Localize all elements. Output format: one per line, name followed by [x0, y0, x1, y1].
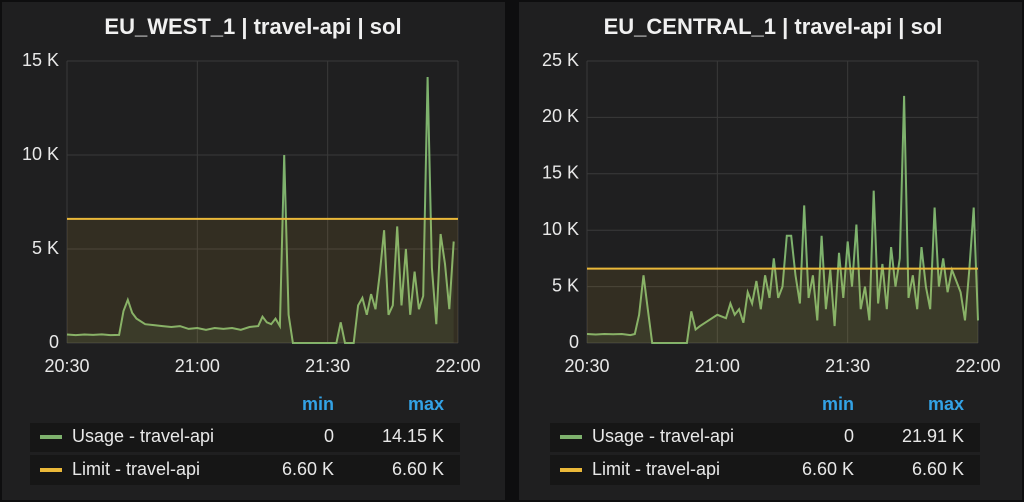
x-tick-label: 22:00 [955, 356, 1000, 376]
series-area [67, 218, 458, 343]
legend-value: 6.60 K [282, 459, 334, 479]
series-line [66, 76, 455, 344]
legend-value: 21.91 K [902, 426, 964, 446]
x-tick-label: 21:00 [175, 356, 220, 376]
y-tick-label: 0 [569, 332, 579, 352]
legend-value: 6.60 K [802, 459, 854, 479]
series-area [587, 268, 978, 343]
y-tick-label: 25 K [542, 50, 579, 70]
series-line [586, 95, 979, 344]
legend-label: Limit - travel-api [592, 459, 720, 479]
y-tick-label: 20 K [542, 106, 579, 126]
y-tick-label: 15 K [22, 50, 59, 70]
panel [519, 2, 1022, 500]
legend-row [30, 455, 460, 485]
y-tick-label: 5 K [32, 238, 59, 258]
legend-value: 6.60 K [392, 459, 444, 479]
x-tick-label: 20:30 [44, 356, 89, 376]
legend-header: min [302, 394, 334, 414]
y-tick-label: 10 K [542, 219, 579, 239]
legend-value: 0 [324, 426, 334, 446]
legend-label: Limit - travel-api [72, 459, 200, 479]
x-tick-label: 22:00 [435, 356, 480, 376]
legend-row [30, 423, 460, 452]
y-tick-label: 5 K [552, 275, 579, 295]
panel-title: EU_WEST_1 | travel-api | sol [104, 14, 401, 39]
y-tick-label: 10 K [22, 144, 59, 164]
legend-label: Usage - travel-api [592, 426, 734, 446]
panel-title: EU_CENTRAL_1 | travel-api | sol [604, 14, 943, 39]
x-tick-label: 21:00 [695, 356, 740, 376]
legend-value: 0 [844, 426, 854, 446]
x-tick-label: 21:30 [825, 356, 870, 376]
y-tick-label: 0 [49, 332, 59, 352]
legend-row [550, 455, 980, 485]
legend-value: 6.60 K [912, 459, 964, 479]
x-tick-label: 21:30 [305, 356, 350, 376]
legend-value: 14.15 K [382, 426, 444, 446]
y-tick-label: 15 K [542, 163, 579, 183]
x-tick-label: 20:30 [564, 356, 609, 376]
legend-header: min [822, 394, 854, 414]
panel [2, 2, 505, 500]
legend-header: max [928, 394, 964, 414]
series-area [67, 77, 454, 343]
legend-label: Usage - travel-api [72, 426, 214, 446]
legend-row [550, 423, 980, 452]
legend-header: max [408, 394, 444, 414]
series-area [587, 95, 978, 344]
